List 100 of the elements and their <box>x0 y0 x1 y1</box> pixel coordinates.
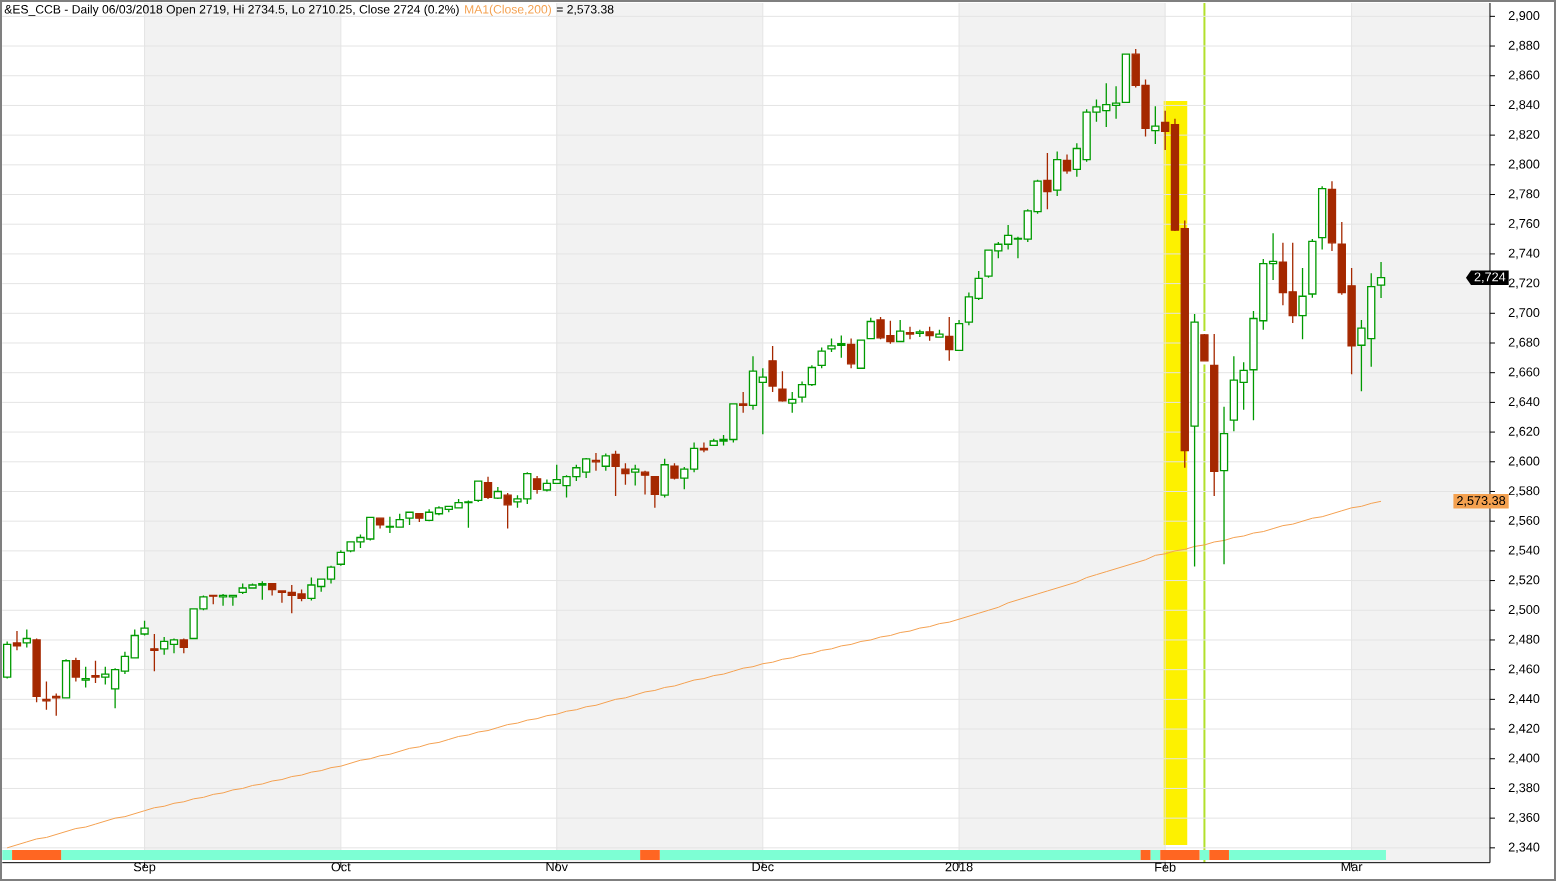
candlestick <box>1317 185 1327 251</box>
x-tick-label: Mar <box>1341 862 1363 872</box>
candlestick <box>160 636 169 656</box>
y-tick-label: 2,720 <box>1508 278 1540 289</box>
x-tick-label: Oct <box>331 862 351 872</box>
candlestick <box>788 391 797 414</box>
y-tick-label: 2,520 <box>1508 575 1540 586</box>
candlestick <box>905 326 915 340</box>
candlestick <box>1121 52 1131 104</box>
candlestick <box>954 319 964 352</box>
candlestick <box>483 475 493 500</box>
candlestick <box>101 666 110 686</box>
y-tick-label: 2,800 <box>1508 159 1540 171</box>
candlestick <box>22 628 31 649</box>
candlestick <box>395 513 404 529</box>
y-tick-label: 2,380 <box>1508 783 1540 794</box>
y-tick-label: 2,700 <box>1508 308 1540 319</box>
y-tick-label: 2,600 <box>1508 456 1540 468</box>
candlestick <box>1013 236 1023 260</box>
candlestick <box>503 492 512 530</box>
y-tick-label: 2,420 <box>1508 723 1540 735</box>
candlestick <box>61 658 71 699</box>
annotation: = 2,573.38 <box>556 5 614 16</box>
candlestick <box>179 637 188 654</box>
candlestick <box>1190 313 1199 568</box>
candlestick <box>611 450 620 497</box>
candlestick <box>964 291 974 326</box>
candlestick <box>601 452 610 472</box>
candlestick <box>807 364 817 387</box>
candlestick <box>778 370 787 403</box>
candlestick <box>1180 219 1189 469</box>
y-tick-label: 2,400 <box>1508 753 1540 764</box>
candlestick <box>532 475 542 495</box>
candlestick <box>228 594 238 607</box>
candlestick <box>817 346 826 369</box>
candlestick <box>493 486 503 500</box>
candlestick <box>474 480 483 503</box>
candlestick <box>71 657 81 683</box>
candlestick <box>12 630 22 652</box>
candlestick <box>650 475 660 509</box>
x-tick-label: Nov <box>546 862 568 872</box>
candlestick <box>1278 242 1288 306</box>
candlestick <box>542 478 552 493</box>
candlestick <box>621 462 630 486</box>
y-tick-label: 2,480 <box>1508 634 1540 646</box>
y-tick-label: 2,900 <box>1508 11 1540 22</box>
candlestick <box>1170 118 1180 232</box>
text: 2,573.38 <box>1457 496 1506 507</box>
candlestick <box>434 505 444 516</box>
candlestick <box>1062 153 1072 175</box>
y-tick-label: 2,680 <box>1508 337 1540 349</box>
y-tick-label: 2,580 <box>1508 486 1540 497</box>
candlestick <box>81 666 90 689</box>
candlestick <box>375 517 385 530</box>
candlestick <box>699 441 709 453</box>
candlestick <box>385 516 395 534</box>
candlestick <box>1268 232 1278 281</box>
y-tick-label: 2,500 <box>1508 605 1540 616</box>
candlestick <box>326 565 336 585</box>
candlestick <box>120 651 130 675</box>
candlestick <box>424 508 434 522</box>
y-tick-label: 2,560 <box>1508 515 1540 527</box>
candlestick <box>1308 238 1317 299</box>
candlestick <box>415 512 424 523</box>
candlestick <box>1219 406 1229 565</box>
candlestick <box>896 319 905 343</box>
candlestick <box>1327 180 1337 252</box>
candlestick <box>2 640 12 680</box>
candlestick <box>1288 242 1297 324</box>
candlestick <box>660 458 669 499</box>
candlestick <box>689 441 699 473</box>
candlestick <box>846 337 856 369</box>
text: 2,724 <box>1474 272 1506 283</box>
candlestick <box>866 317 875 340</box>
candlestick <box>110 667 120 709</box>
candlestick <box>140 620 149 637</box>
candlestick <box>1210 333 1219 497</box>
candlestick <box>91 660 100 684</box>
candlestick <box>405 511 414 526</box>
x-tick-label: Sep <box>133 862 156 874</box>
candlestick <box>1053 150 1062 197</box>
y-tick-label: 2,540 <box>1508 545 1540 557</box>
y-tick-label: 2,640 <box>1508 397 1540 408</box>
candlestick <box>915 328 924 338</box>
candlestick <box>218 593 228 607</box>
y-tick-label: 2,660 <box>1508 367 1540 378</box>
candlestick <box>797 380 807 404</box>
candlestick <box>748 355 758 411</box>
y-tick-label: 2,760 <box>1508 218 1540 230</box>
x-tick-label: 2018 <box>945 862 973 872</box>
candlestick <box>277 589 287 604</box>
y-tick-label: 2,840 <box>1508 100 1540 111</box>
candlestick <box>640 470 650 496</box>
x-tick-label: Feb <box>1155 862 1176 872</box>
y-tick-label: 2,780 <box>1508 189 1540 200</box>
chart-title: &ES_CCB - Daily 06/03/2018 Open 2719, Hi 2734.5, Lo 2710.25, Close 2724 (0.2%) <box>4 4 459 16</box>
y-tick-label: 2,880 <box>1508 40 1540 52</box>
y-tick-label: 2,860 <box>1508 70 1540 81</box>
candlestick <box>591 452 601 472</box>
candlestick <box>768 345 777 393</box>
